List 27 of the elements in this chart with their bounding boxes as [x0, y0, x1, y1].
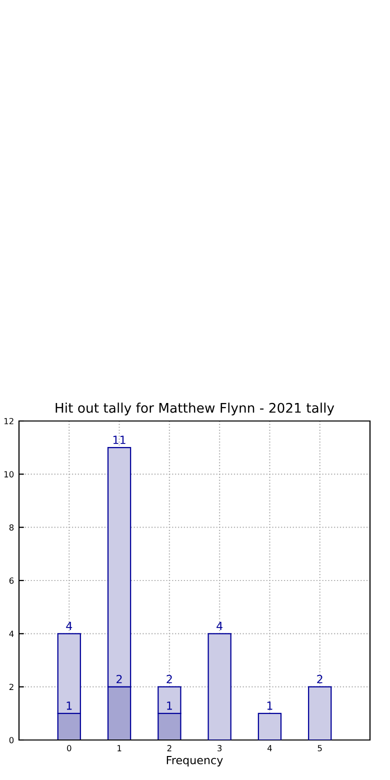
x-tick-label: 3: [218, 745, 222, 752]
total-label: 2: [317, 674, 322, 684]
x-tick-label: 0: [67, 745, 72, 752]
chart-title: Hit out tally for Matthew Flynn - 2021 tally: [56, 402, 334, 416]
total-label: 4: [216, 622, 222, 630]
y-tick-label: 10: [4, 471, 14, 478]
y-tick-label: 8: [9, 524, 14, 531]
total-label: 11: [113, 436, 126, 444]
bar: [208, 633, 232, 740]
data-label: 1: [167, 702, 172, 710]
total-label: 2: [166, 674, 172, 684]
data-label: 2: [116, 674, 122, 684]
total-label: 1: [267, 702, 272, 710]
y-tick-label: 6: [9, 577, 14, 584]
x-tick-label: 4: [267, 745, 272, 752]
y-tick-label: 12: [4, 418, 14, 424]
x-tick-label: 2: [167, 745, 172, 752]
x-axis-title: Frequency: [166, 756, 223, 766]
bar: [308, 686, 332, 740]
x-tick-label: 5: [318, 745, 322, 752]
y-tick-label: 4: [9, 630, 14, 637]
y-tick-label: 2: [9, 684, 14, 690]
total-label: 4: [66, 622, 72, 630]
y-tick-label: 0: [9, 736, 14, 744]
x-tick-label: 1: [118, 745, 122, 752]
data-label: 1: [66, 702, 72, 710]
bar: [258, 712, 282, 740]
